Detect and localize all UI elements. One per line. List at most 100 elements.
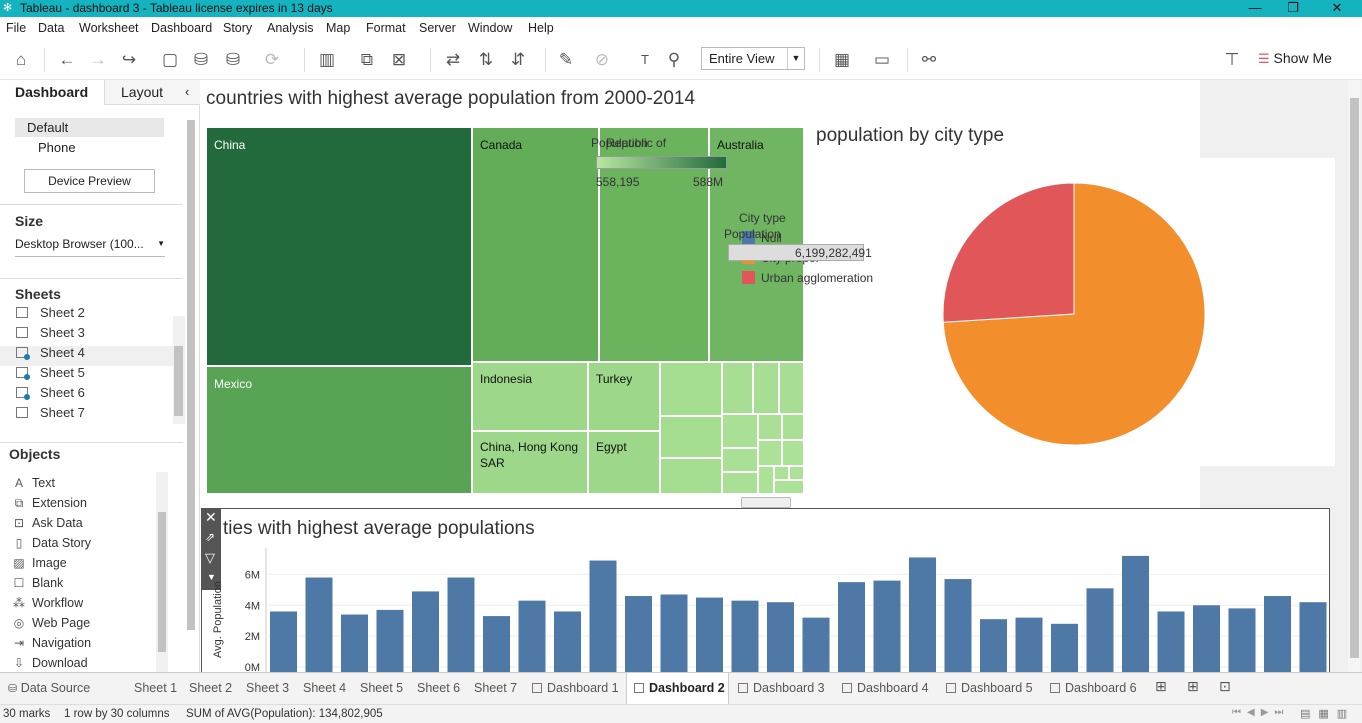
new-worksheet-icon[interactable]: ▥ <box>318 50 336 69</box>
pin-panel-icon[interactable]: ⊤ <box>1224 50 1240 69</box>
sheets-scrollbar[interactable] <box>173 316 185 424</box>
bar[interactable] <box>483 616 510 672</box>
bar[interactable] <box>270 611 297 672</box>
save-icon[interactable]: ▢ <box>161 50 179 69</box>
treemap-cell[interactable] <box>758 466 774 494</box>
treemap-cell-canada[interactable]: Canada <box>472 127 599 362</box>
legend-swatch-urban[interactable] <box>742 271 755 284</box>
object-text[interactable]: Text <box>32 476 55 490</box>
tab-navigation-icons[interactable]: ⏮◀▶⏭ <box>1232 707 1290 718</box>
menu-data[interactable]: Data <box>38 21 65 35</box>
bar[interactable] <box>305 577 333 672</box>
show-cards-icon[interactable]: ▦ <box>833 50 851 69</box>
scroll-thumb[interactable] <box>158 512 166 652</box>
objects-scrollbar[interactable] <box>156 472 168 672</box>
bar[interactable] <box>1193 605 1220 672</box>
bar[interactable] <box>944 579 972 672</box>
scroll-thumb[interactable] <box>1350 98 1359 658</box>
tab-dashboard-3[interactable]: Dashboard 3 <box>738 681 825 695</box>
forward-icon[interactable]: → <box>89 50 107 69</box>
object-extension[interactable]: Extension <box>32 496 87 510</box>
back-icon[interactable]: ← <box>58 50 76 69</box>
device-default[interactable]: Default <box>15 118 164 137</box>
left-panel-scrollbar[interactable] <box>185 110 197 672</box>
refresh-icon[interactable]: ⟳ <box>264 50 280 69</box>
treemap-cell[interactable] <box>782 440 804 466</box>
view-toggle-icons[interactable]: ▤▦▥ <box>1300 708 1356 720</box>
treemap-cell[interactable] <box>774 466 789 480</box>
tab-dashboard-2[interactable]: Dashboard 2 <box>634 681 725 695</box>
treemap-cell[interactable] <box>789 466 804 480</box>
show-me-button[interactable]: ☰ Show Me <box>1258 50 1332 66</box>
bar-chart[interactable]: 0M 2M 4M 6M <box>230 548 1330 672</box>
legend-item-urban[interactable]: Urban agglomeration <box>761 271 874 285</box>
tab-layout[interactable]: Layout ‹ <box>104 80 200 105</box>
treemap-cell-egypt[interactable]: Egypt <box>588 431 660 494</box>
presentation-mode-icon[interactable]: ▭ <box>873 50 891 69</box>
tab-sheet-4[interactable]: Sheet 4 <box>303 681 347 695</box>
treemap-cell[interactable] <box>774 480 804 494</box>
treemap-cell[interactable] <box>660 458 722 494</box>
object-blank[interactable]: Blank <box>32 576 64 590</box>
fit-dropdown[interactable]: Entire View ▼ <box>701 47 805 70</box>
filter-icon[interactable]: ▽ <box>205 550 215 565</box>
group-icon[interactable]: ⊘ <box>594 50 610 69</box>
bar[interactable] <box>660 594 688 672</box>
dashboard-scrollbar[interactable] <box>1348 80 1360 672</box>
treemap-cell[interactable] <box>660 416 722 458</box>
tab-sheet-3[interactable]: Sheet 3 <box>246 681 290 695</box>
bar[interactable] <box>341 614 368 672</box>
minimize-icon[interactable]: — <box>1248 0 1262 15</box>
object-navigation[interactable]: Navigation <box>32 636 92 650</box>
bar[interactable] <box>838 582 865 672</box>
home-icon[interactable]: ⌂ <box>15 50 27 69</box>
collapse-panel-icon[interactable]: ‹ <box>185 84 190 99</box>
sheet-item[interactable]: Sheet 2 <box>40 306 85 320</box>
treemap-chart[interactable]: China Mexico Canada Australia Indonesia … <box>206 127 804 494</box>
menu-analysis[interactable]: Analysis <box>267 21 314 35</box>
menu-story[interactable]: Story <box>223 21 253 35</box>
bar[interactable] <box>1086 588 1114 672</box>
treemap-cell[interactable] <box>722 448 758 472</box>
menu-map[interactable]: Map <box>326 21 351 35</box>
menu-dashboard[interactable]: Dashboard <box>151 21 213 35</box>
tab-data-source[interactable]: ⛁ Data Source <box>8 681 91 695</box>
treemap-cell[interactable] <box>782 414 804 440</box>
menu-window[interactable]: Window <box>468 21 513 35</box>
menu-file[interactable]: File <box>6 21 27 35</box>
bar[interactable] <box>1299 602 1327 672</box>
tab-sheet-2[interactable]: Sheet 2 <box>189 681 233 695</box>
treemap-cell-hong-kong[interactable]: China, Hong Kong SAR <box>472 431 588 494</box>
legend-swatch-null[interactable] <box>742 231 755 244</box>
sheet-item[interactable]: Sheet 3 <box>40 325 85 340</box>
resize-handle-icon[interactable] <box>741 497 791 508</box>
menu-format[interactable]: Format <box>366 21 406 35</box>
treemap-cell[interactable] <box>753 362 779 414</box>
pin-icon[interactable]: ⚲ <box>667 50 681 69</box>
tab-dashboard[interactable]: Dashboard <box>0 80 104 105</box>
new-worksheet-tab-icon[interactable]: ⊞ <box>1155 678 1167 694</box>
bar[interactable] <box>412 591 439 672</box>
treemap-cell-china[interactable]: China <box>206 127 472 366</box>
sheet-item[interactable]: Sheet 7 <box>40 405 85 420</box>
close-icon[interactable]: ✕ <box>1331 0 1343 15</box>
device-phone[interactable]: Phone <box>38 140 76 155</box>
bar[interactable] <box>1015 617 1043 672</box>
bar[interactable] <box>767 602 794 672</box>
tab-dashboard-1[interactable]: Dashboard 1 <box>532 681 619 695</box>
sort-ascending-icon[interactable]: ⇅ <box>478 50 494 69</box>
scroll-thumb[interactable] <box>187 120 195 630</box>
sort-descending-icon[interactable]: ⇵ <box>510 50 526 69</box>
new-dashboard-tab-icon[interactable]: ⊞ <box>1187 678 1199 694</box>
object-workflow[interactable]: Workflow <box>32 596 84 610</box>
tab-sheet-1[interactable]: Sheet 1 <box>134 681 178 695</box>
bar[interactable] <box>589 560 617 672</box>
share-icon[interactable]: ⚯ <box>921 50 937 69</box>
menu-help[interactable]: Help <box>528 21 554 35</box>
swap-icon[interactable]: ⇄ <box>445 50 461 69</box>
more-options-icon[interactable]: ▼ <box>207 572 216 582</box>
bar[interactable] <box>625 596 652 672</box>
bar[interactable] <box>376 609 404 672</box>
treemap-cell[interactable] <box>722 362 753 414</box>
menu-server[interactable]: Server <box>419 21 456 35</box>
